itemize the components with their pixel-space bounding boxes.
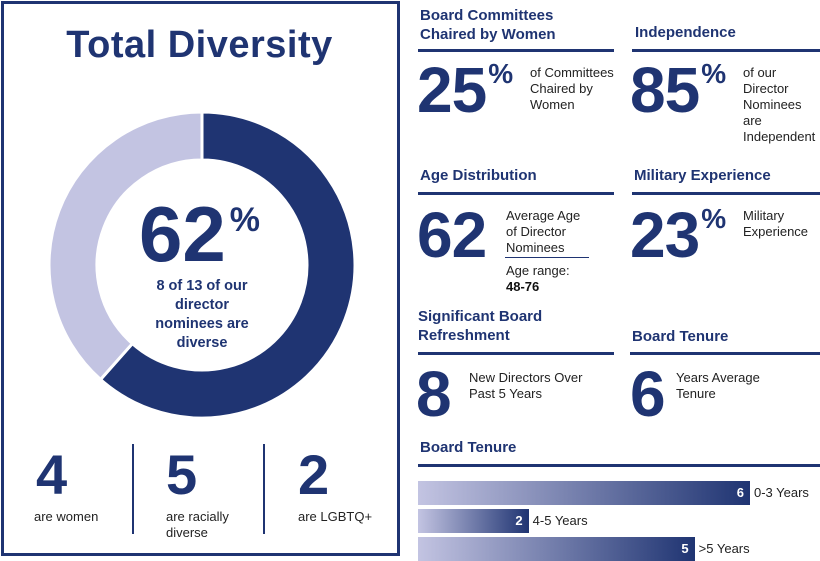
diversity-percent: 62%: [0, 195, 399, 273]
age-range-value: 48-76: [506, 279, 540, 294]
women-label: are women: [34, 509, 99, 524]
independence-value: 85%: [630, 58, 726, 122]
military-percent-sign: %: [701, 203, 726, 234]
women-count: 4: [36, 443, 68, 506]
tenure-bar-label: 0-3 Years: [754, 485, 809, 500]
diversity-donut-chart: [47, 110, 357, 420]
committees-value: 25%: [417, 58, 513, 122]
tenure-chart-rule: [418, 464, 820, 467]
racially-diverse-count: 5: [166, 443, 198, 506]
tenure-bar: [418, 509, 529, 533]
military-desc: Military Experience: [743, 208, 809, 239]
donut-segment-not-diverse: [47, 110, 204, 382]
lgbtq-label: are LGBTQ+: [298, 509, 373, 524]
refreshment-rule: [418, 352, 614, 355]
committees-rule: [418, 49, 614, 52]
tenure-avg-desc: Years Average Tenure: [676, 370, 760, 401]
donut-segment-diverse: [98, 110, 357, 420]
independence-rule: [632, 49, 820, 52]
racially-diverse-label: are racially diverse: [166, 509, 229, 540]
committees-title: Board Committees Chaired by Women: [420, 7, 556, 43]
military-number: 23: [630, 199, 700, 271]
age-range-label: Age range:: [506, 263, 570, 278]
independence-number: 85: [630, 54, 700, 126]
tenure-avg-title: Board Tenure: [632, 328, 729, 345]
tenure-bar-value: 6: [736, 485, 744, 500]
military-title: Military Experience: [634, 167, 771, 184]
diversity-percent-sign: %: [229, 201, 260, 239]
tenure-chart-title: Board Tenure: [420, 439, 517, 456]
military-value: 23%: [630, 203, 726, 267]
refreshment-desc: New Directors Over Past 5 Years: [469, 370, 583, 401]
diversity-percent-value: 62: [139, 190, 226, 278]
age-value: 62: [417, 199, 487, 271]
refreshment-title: Significant Board Refreshment: [418, 308, 543, 344]
tenure-avg-value: 6: [630, 358, 666, 430]
diversity-caption: 8 of 13 of our director nominees are div…: [155, 278, 249, 351]
independence-desc: of our Director Nominees are Independent: [743, 65, 816, 144]
committees-percent-sign: %: [488, 58, 513, 89]
age-rule: [418, 192, 614, 195]
tenure-bar-label: 4-5 Years: [532, 513, 588, 528]
refreshment-value: 8: [416, 358, 452, 430]
stat-divider: [132, 444, 134, 534]
age-desc: Average Age of Director Nominees: [506, 208, 581, 255]
military-rule: [632, 192, 820, 195]
tenure-bar-value: 5: [681, 541, 689, 556]
tenure-bar: [418, 537, 695, 561]
stat-divider: [263, 444, 265, 534]
lgbtq-count: 2: [298, 443, 330, 506]
age-divider: [505, 257, 589, 258]
tenure-bar-label: >5 Years: [698, 541, 750, 556]
committees-desc: of Committees Chaired by Women: [530, 65, 614, 112]
total-diversity-panel: [1, 1, 400, 556]
committees-number: 25: [417, 54, 487, 126]
tenure-avg-rule: [630, 352, 820, 355]
independence-percent-sign: %: [701, 58, 726, 89]
age-title: Age Distribution: [420, 167, 537, 184]
tenure-bar-value: 2: [515, 513, 523, 528]
independence-title: Independence: [635, 24, 736, 41]
tenure-bar: [418, 481, 750, 505]
total-diversity-title: Total Diversity: [66, 24, 333, 66]
